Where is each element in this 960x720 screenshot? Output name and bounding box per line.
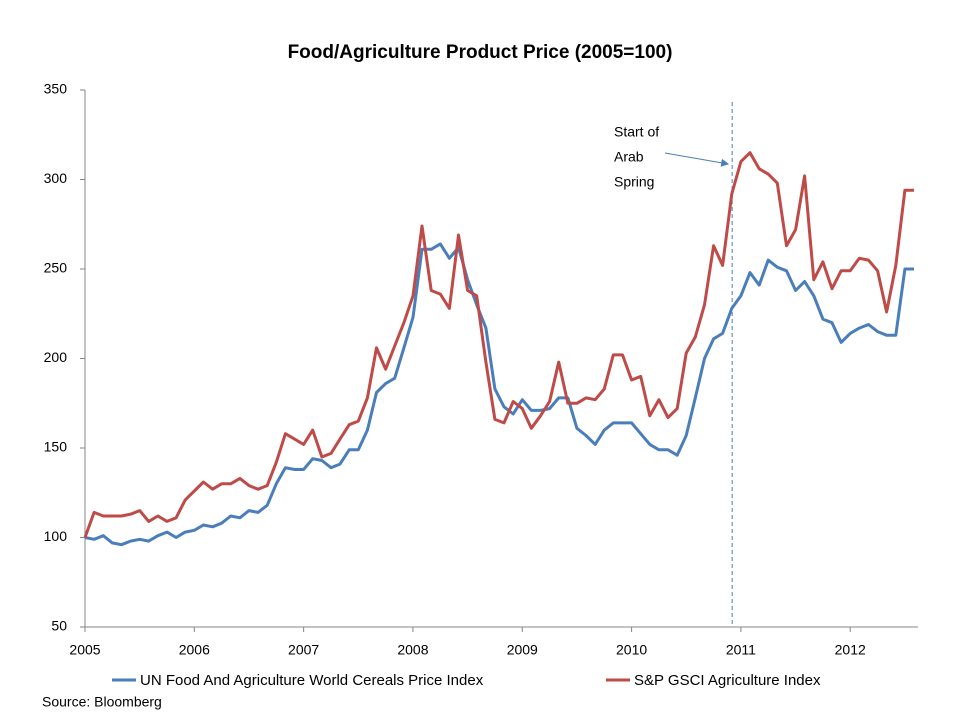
y-tick-label: 250 — [44, 260, 68, 276]
x-tick-label: 2010 — [616, 642, 647, 658]
x-tick-label: 2008 — [397, 642, 428, 658]
y-tick-label: 100 — [44, 528, 68, 544]
y-tick-label: 200 — [44, 349, 68, 365]
x-tick-label: 2005 — [69, 642, 100, 658]
annotation-text: Arab — [614, 149, 644, 165]
x-tick-label: 2007 — [288, 642, 319, 658]
annotation-text: Start of — [614, 124, 659, 140]
y-tick-label: 300 — [44, 170, 68, 186]
x-tick-label: 2012 — [835, 642, 866, 658]
legend-label: UN Food And Agriculture World Cereals Pr… — [140, 672, 484, 689]
annotation-arrow — [664, 152, 730, 167]
x-tick-label: 2009 — [507, 642, 538, 658]
series-line — [84, 242, 914, 547]
x-tick-label: 2006 — [179, 642, 210, 658]
x-tick-label: 2011 — [726, 642, 756, 658]
legend-label: S&P GSCI Agriculture Index — [634, 672, 821, 689]
y-tick-label: 350 — [44, 81, 68, 97]
y-tick-label: 50 — [51, 618, 67, 634]
series-line — [83, 151, 914, 539]
source-note: Source: Bloomberg — [42, 694, 162, 710]
y-tick-label: 150 — [44, 439, 68, 455]
chart-title: Food/Agriculture Product Price (2005=100… — [288, 42, 673, 63]
annotation-text: Spring — [614, 174, 654, 190]
